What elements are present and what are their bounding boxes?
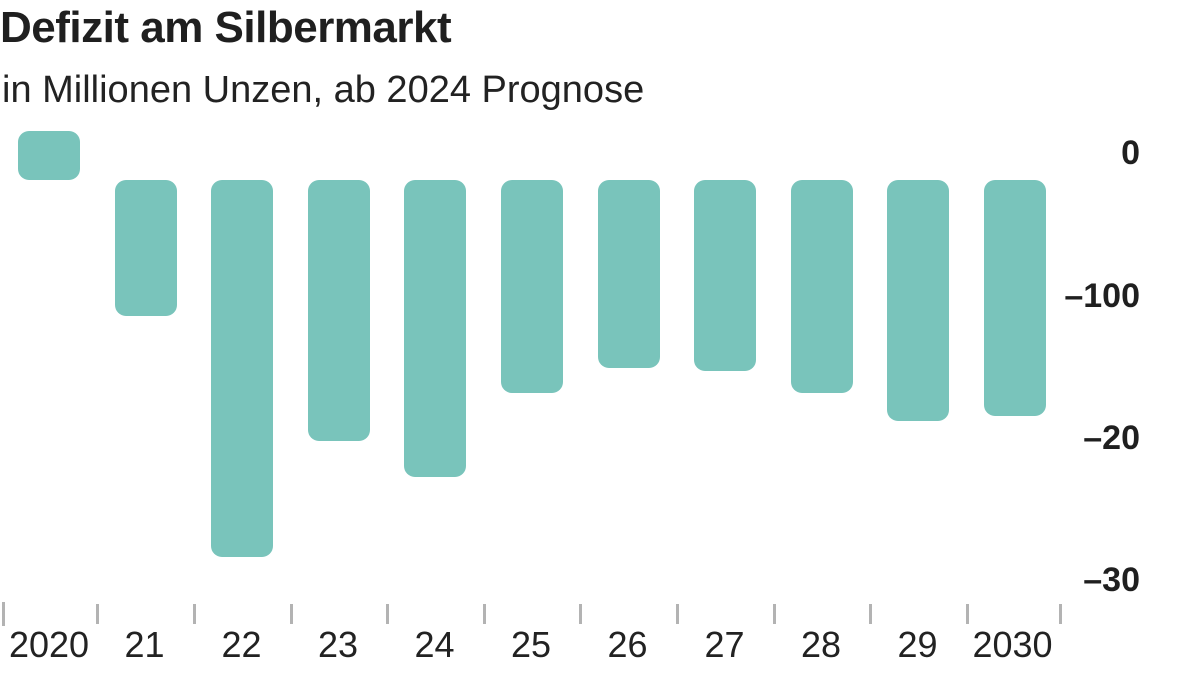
bar-2029 [887,180,950,422]
bar-2028 [790,180,853,393]
bar-2021 [114,180,177,316]
bar-2026 [597,180,660,369]
bar-2027 [694,180,757,372]
bar-2025 [501,180,563,393]
x-axis-tick [579,604,582,624]
x-axis-tick [386,604,389,624]
y-axis-label: –20 [1083,419,1140,457]
x-axis-label: 25 [510,624,552,665]
x-axis-tick [483,604,486,624]
x-axis-tick [869,604,872,624]
bar-2024 [404,180,467,478]
x-axis-label: 27 [704,624,745,665]
x-axis-tick [96,604,99,624]
bar-2030 [984,180,1046,416]
x-axis-label: 26 [607,624,648,665]
x-axis-label: 2030 [972,624,1053,665]
x-axis-label: 22 [221,624,262,665]
x-axis-tick [2,602,5,626]
x-axis-label: 29 [897,624,938,665]
y-axis-label: –30 [1083,561,1140,599]
x-axis-label: 2020 [8,624,90,665]
x-axis-tick [676,604,679,624]
x-axis-tick [966,604,969,624]
x-axis-tick [290,604,293,624]
chart-title: Defizit am Silbermarkt [0,3,452,52]
bar-2020 [18,131,80,180]
y-axis-label: –100 [1064,277,1140,315]
x-axis-tick [1059,604,1062,624]
bar-2022 [211,180,274,557]
x-axis-tick [773,604,776,624]
x-axis-label: 28 [800,624,842,665]
x-axis-label: 21 [124,624,165,665]
x-axis-label: 23 [317,624,359,665]
x-axis-tick [193,604,196,624]
x-axis-label: 24 [414,624,455,665]
y-axis-label: 0 [1121,134,1140,172]
bar-2023 [307,180,370,442]
chart-subtitle: in Millionen Unzen, ab 2024 Prognose [2,69,645,111]
